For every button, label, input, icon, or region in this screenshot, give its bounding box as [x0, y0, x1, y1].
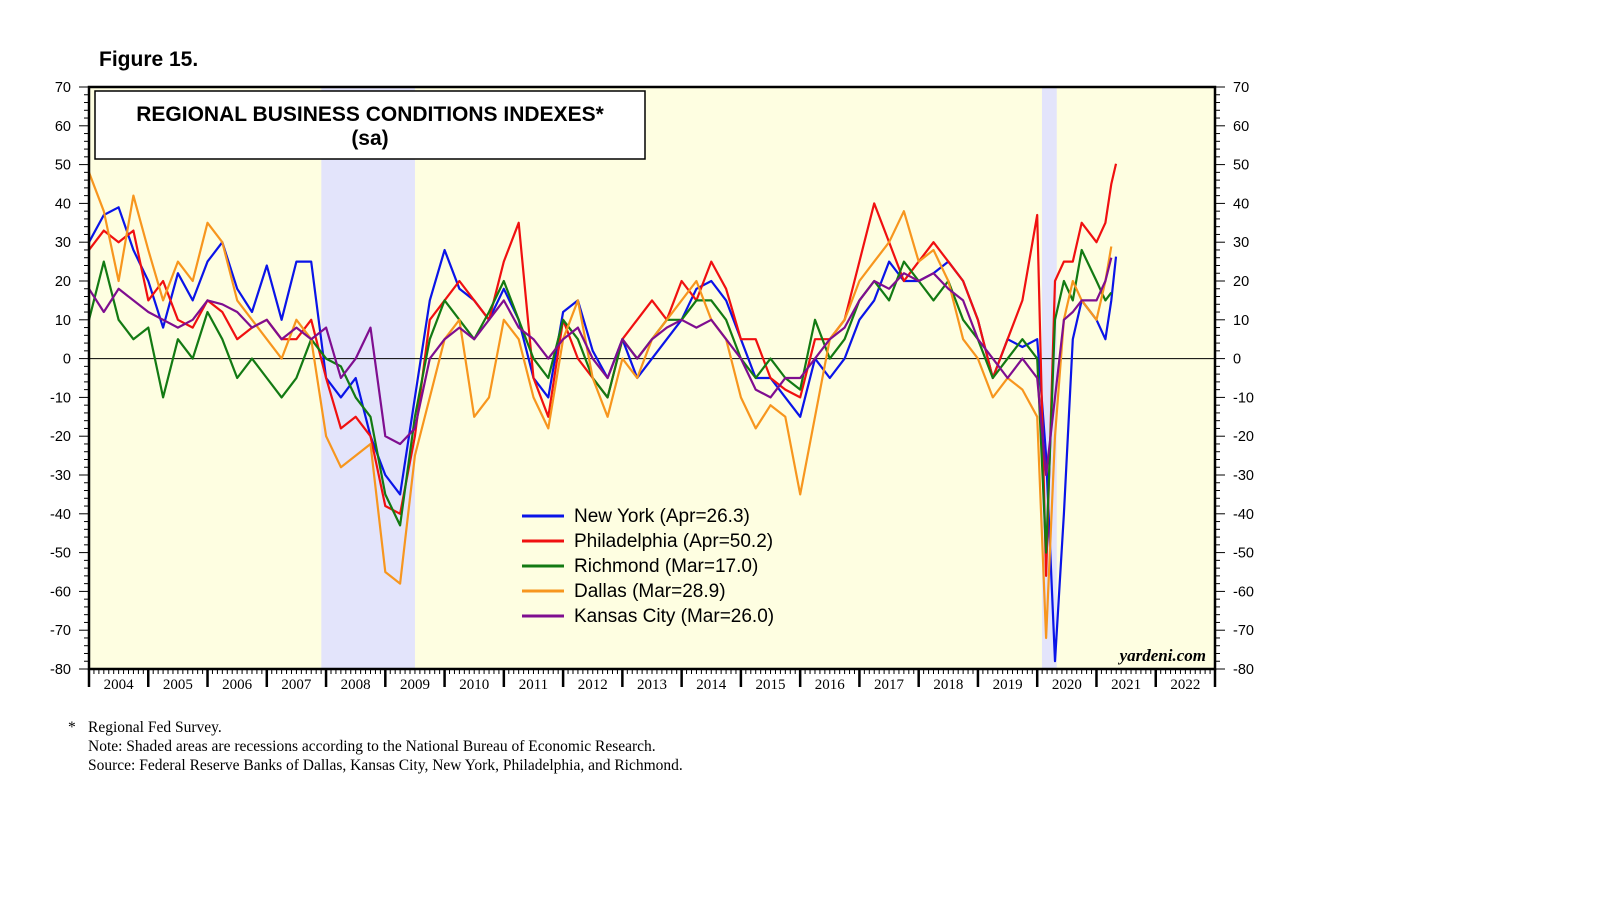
- y-tick-label-left: 50: [55, 158, 71, 174]
- x-tick-label: 2009: [400, 677, 430, 693]
- footnote-marker: *: [68, 719, 76, 736]
- footnote-line: Regional Fed Survey.: [88, 719, 222, 736]
- x-tick-label: 2012: [578, 677, 608, 693]
- x-tick-label: 2017: [874, 677, 905, 693]
- y-tick-label-right: -80: [1233, 662, 1254, 678]
- x-tick-label: 2011: [519, 677, 548, 693]
- y-tick-label-right: 20: [1233, 274, 1249, 290]
- y-tick-label-right: -20: [1233, 429, 1254, 445]
- legend-label-1: Philadelphia (Apr=50.2): [574, 531, 773, 552]
- x-tick-label: 2020: [1052, 677, 1082, 693]
- y-tick-label-right: -30: [1233, 468, 1254, 484]
- y-tick-label-right: -70: [1233, 623, 1254, 639]
- series-line-3: [89, 172, 1113, 640]
- x-tick-label: 2007: [281, 677, 312, 693]
- y-tick-label-left: 60: [55, 119, 71, 135]
- y-tick-label-right: -10: [1233, 390, 1254, 406]
- x-tick-label: 2013: [637, 677, 667, 693]
- x-tick-label: 2005: [163, 677, 193, 693]
- recession-band: [321, 87, 415, 669]
- y-tick-label-left: 30: [55, 235, 71, 251]
- chart-title: REGIONAL BUSINESS CONDITIONS INDEXES*: [136, 103, 604, 126]
- legend-label-3: Dallas (Mar=28.9): [574, 581, 726, 602]
- y-tick-label-right: 40: [1233, 196, 1249, 212]
- chart-subtitle: (sa): [351, 127, 388, 150]
- x-tick-label: 2018: [933, 677, 963, 693]
- y-tick-label-right: 70: [1233, 80, 1249, 96]
- x-tick-label: 2008: [341, 677, 371, 693]
- x-tick-label: 2021: [1111, 677, 1141, 693]
- y-tick-label-left: -20: [50, 429, 71, 445]
- watermark: yardeni.com: [1118, 646, 1206, 665]
- y-tick-label-right: -60: [1233, 584, 1254, 600]
- x-tick-label: 2022: [1170, 677, 1200, 693]
- y-tick-label-left: -30: [50, 468, 71, 484]
- y-tick-label-right: 50: [1233, 158, 1249, 174]
- x-tick-label: 2006: [222, 677, 253, 693]
- y-tick-label-right: 60: [1233, 119, 1249, 135]
- x-tick-label: 2015: [756, 677, 786, 693]
- series-lines: [89, 163, 1118, 663]
- x-tick-label: 2014: [696, 677, 727, 693]
- y-tick-label-right: 30: [1233, 235, 1249, 251]
- y-tick-label-left: -60: [50, 584, 71, 600]
- title-box: [94, 90, 646, 160]
- y-tick-label-right: -40: [1233, 507, 1254, 523]
- y-tick-label-right: 0: [1233, 352, 1241, 368]
- legend: New York (Apr=26.3) Philadelphia (Apr=50.…: [522, 506, 774, 627]
- y-tick-label-left: 10: [55, 313, 71, 329]
- x-tick-label: 2016: [815, 677, 846, 693]
- y-tick-label-left: -50: [50, 546, 71, 562]
- x-tick-label: 2019: [993, 677, 1023, 693]
- x-tick-label: 2010: [459, 677, 489, 693]
- y-tick-label-right: 10: [1233, 313, 1249, 329]
- y-tick-label-left: 20: [55, 274, 71, 290]
- legend-label-4: Kansas City (Mar=26.0): [574, 606, 774, 627]
- series-line-4: [89, 257, 1113, 477]
- figure-label: Figure 15.: [99, 48, 199, 71]
- y-tick-label-left: -70: [50, 623, 71, 639]
- y-tick-label-right: -50: [1233, 546, 1254, 562]
- legend-label-2: Richmond (Mar=17.0): [574, 556, 758, 577]
- footnote-line: Source: Federal Reserve Banks of Dallas,…: [88, 757, 683, 774]
- y-tick-label-left: -80: [50, 662, 71, 678]
- x-tick-label: 2004: [104, 677, 135, 693]
- legend-label-0: New York (Apr=26.3): [574, 506, 750, 527]
- y-tick-label-left: 70: [55, 80, 71, 96]
- footnote-line: Note: Shaded areas are recessions accord…: [88, 738, 656, 755]
- y-tick-label-left: -40: [50, 507, 71, 523]
- y-tick-label-left: -10: [50, 390, 71, 406]
- plot-background: [89, 87, 1215, 669]
- y-tick-label-left: 40: [55, 196, 71, 212]
- y-tick-label-left: 0: [63, 352, 71, 368]
